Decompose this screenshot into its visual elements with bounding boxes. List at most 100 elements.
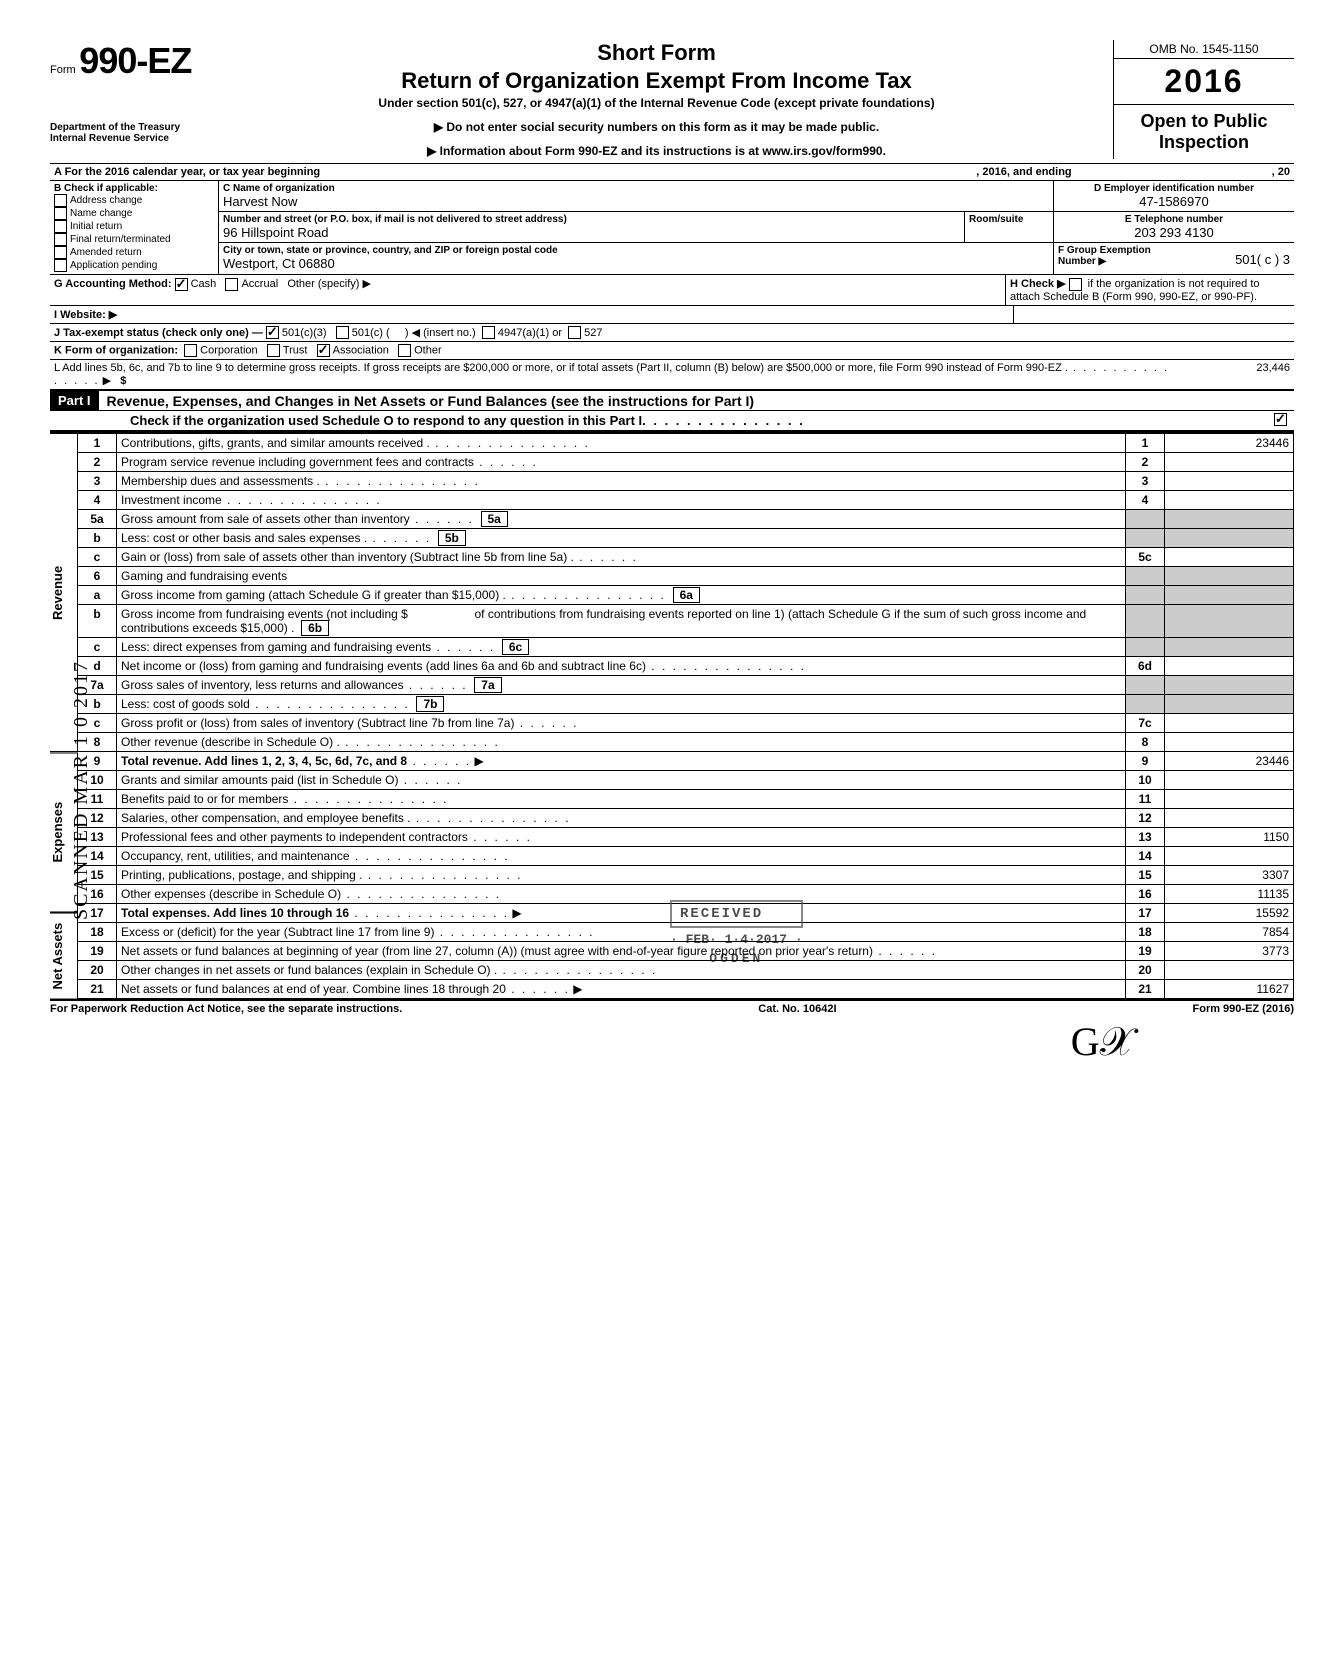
footer-right: Form 990-EZ (2016) bbox=[1193, 1003, 1294, 1015]
accrual-label: Accrual bbox=[241, 278, 278, 290]
year-value: 16 bbox=[1204, 63, 1244, 99]
l18-box: 18 bbox=[1126, 923, 1165, 942]
part1-label: Part I bbox=[50, 391, 99, 410]
section-b: B Check if applicable: Address change Na… bbox=[50, 181, 219, 274]
l6a-desc: Gross income from gaming (attach Schedul… bbox=[121, 588, 506, 602]
main-title: Return of Organization Exempt From Incom… bbox=[200, 68, 1113, 94]
row-k: K Form of organization: Corporation Trus… bbox=[50, 342, 1294, 360]
l6a-subbox: 6a bbox=[673, 587, 700, 603]
chk-association[interactable] bbox=[317, 344, 330, 357]
note-2: ▶ Information about Form 990-EZ and its … bbox=[200, 144, 1113, 158]
received-date: · FEB· 1·4·2017 · bbox=[670, 932, 803, 947]
chk-initial-return[interactable]: Initial return bbox=[54, 220, 214, 233]
section-c: C Name of organization Harvest Now Numbe… bbox=[219, 181, 1053, 274]
l19-num: 19 bbox=[78, 942, 117, 961]
phone-value: 203 293 4130 bbox=[1058, 225, 1290, 240]
chk-501c3[interactable] bbox=[266, 326, 279, 339]
l1-num: 1 bbox=[78, 434, 117, 453]
l6d-desc: Net income or (loss) from gaming and fun… bbox=[121, 659, 646, 673]
addr-value: 96 Hillspoint Road bbox=[223, 225, 960, 240]
phone-label: E Telephone number bbox=[1058, 214, 1290, 225]
dept-treasury: Department of the Treasury bbox=[50, 122, 200, 133]
l6b-desc: Gross income from fundraising events (no… bbox=[121, 607, 408, 621]
l4-num: 4 bbox=[78, 491, 117, 510]
chk-name-change[interactable]: Name change bbox=[54, 207, 214, 220]
l14-box: 14 bbox=[1126, 847, 1165, 866]
chk-schedule-b[interactable] bbox=[1069, 278, 1082, 291]
chk-trust[interactable] bbox=[267, 344, 280, 357]
cash-label: Cash bbox=[191, 278, 217, 290]
chk-accrual[interactable] bbox=[225, 278, 238, 291]
l7c-box: 7c bbox=[1126, 714, 1165, 733]
l21-amt: 11627 bbox=[1165, 980, 1294, 999]
part1-title: Revenue, Expenses, and Changes in Net As… bbox=[107, 393, 755, 409]
footer-mid: Cat. No. 10642I bbox=[758, 1003, 836, 1015]
l6c-num: c bbox=[78, 638, 117, 657]
l10-box: 10 bbox=[1126, 771, 1165, 790]
l15-desc: Printing, publications, postage, and shi… bbox=[121, 868, 363, 882]
chk-amended-return[interactable]: Amended return bbox=[54, 246, 214, 259]
l17-amt: 15592 bbox=[1165, 904, 1294, 923]
part1-header: Part I Revenue, Expenses, and Changes in… bbox=[50, 391, 1294, 411]
chk-527[interactable] bbox=[568, 326, 581, 339]
l5c-num: c bbox=[78, 548, 117, 567]
chk-501c[interactable] bbox=[336, 326, 349, 339]
l1-desc: Contributions, gifts, grants, and simila… bbox=[121, 436, 430, 450]
l6-desc: Gaming and fundraising events bbox=[117, 567, 1126, 586]
ogden-text: OGDEN bbox=[670, 951, 803, 966]
l16-box: 16 bbox=[1126, 885, 1165, 904]
assoc-label: Association bbox=[333, 345, 389, 357]
l1-box: 1 bbox=[1126, 434, 1165, 453]
chk-schedule-o[interactable] bbox=[1274, 413, 1287, 426]
l4-box: 4 bbox=[1126, 491, 1165, 510]
chk-final-return[interactable]: Final return/terminated bbox=[54, 233, 214, 246]
l1-amt: 23446 bbox=[1165, 434, 1294, 453]
l7c-amt bbox=[1165, 714, 1294, 733]
tax-year: 2016 bbox=[1114, 59, 1294, 105]
l5b-subbox: 5b bbox=[438, 530, 466, 546]
group-exempt-value: 501( c ) 3 bbox=[1151, 252, 1290, 267]
l5a-desc: Gross amount from sale of assets other t… bbox=[121, 512, 410, 526]
l12-box: 12 bbox=[1126, 809, 1165, 828]
subtitle: Under section 501(c), 527, or 4947(a)(1)… bbox=[200, 96, 1113, 110]
ein-value: 47-1586970 bbox=[1058, 194, 1290, 209]
chk-4947[interactable] bbox=[482, 326, 495, 339]
title-column: Short Form Return of Organization Exempt… bbox=[200, 40, 1113, 158]
chk-cash[interactable] bbox=[175, 278, 188, 291]
received-stamp-box: RECEIVED · FEB· 1·4·2017 · OGDEN bbox=[670, 900, 803, 966]
form-page: Form 990-EZ Department of the Treasury I… bbox=[50, 40, 1294, 1015]
scanned-stamp: SCANNED MAR 1 0 2017 bbox=[70, 660, 93, 920]
received-text: RECEIVED bbox=[670, 900, 803, 928]
row-l: L Add lines 5b, 6c, and 7b to line 9 to … bbox=[50, 360, 1294, 391]
l3-num: 3 bbox=[78, 472, 117, 491]
org-name-label: C Name of organization bbox=[223, 183, 1049, 194]
l14-amt bbox=[1165, 847, 1294, 866]
form-prefix: Form bbox=[50, 64, 76, 76]
l17-box: 17 bbox=[1126, 904, 1165, 923]
l20-desc: Other changes in net assets or fund bala… bbox=[121, 963, 497, 977]
l3-desc: Membership dues and assessments . bbox=[121, 474, 320, 488]
l8-amt bbox=[1165, 733, 1294, 752]
l18-num: 18 bbox=[78, 923, 117, 942]
year-box: OMB No. 1545-1150 2016 Open to Public In… bbox=[1113, 40, 1294, 159]
l18-desc: Excess or (deficit) for the year (Subtra… bbox=[121, 925, 434, 939]
l6-num: 6 bbox=[78, 567, 117, 586]
l6d-amt bbox=[1165, 657, 1294, 676]
l12-amt bbox=[1165, 809, 1294, 828]
side-netassets: Net Assets bbox=[50, 913, 78, 1000]
trust-label: Trust bbox=[283, 345, 308, 357]
acct-method-label: G Accounting Method: bbox=[54, 278, 172, 290]
chk-corporation[interactable] bbox=[184, 344, 197, 357]
4947-label: 4947(a)(1) or bbox=[498, 327, 562, 339]
gross-receipts-amount: 23,446 bbox=[1170, 362, 1290, 387]
chk-application-pending[interactable]: Application pending bbox=[54, 259, 214, 272]
dept-irs: Internal Revenue Service bbox=[50, 133, 200, 144]
l5b-num: b bbox=[78, 529, 117, 548]
l21-num: 21 bbox=[78, 980, 117, 999]
chk-address-change[interactable]: Address change bbox=[54, 194, 214, 207]
row-a-label: A For the 2016 calendar year, or tax yea… bbox=[54, 166, 320, 178]
l6b-num: b bbox=[78, 605, 117, 638]
l3-box: 3 bbox=[1126, 472, 1165, 491]
row-i: I Website: ▶ bbox=[50, 306, 1294, 324]
chk-other-org[interactable] bbox=[398, 344, 411, 357]
